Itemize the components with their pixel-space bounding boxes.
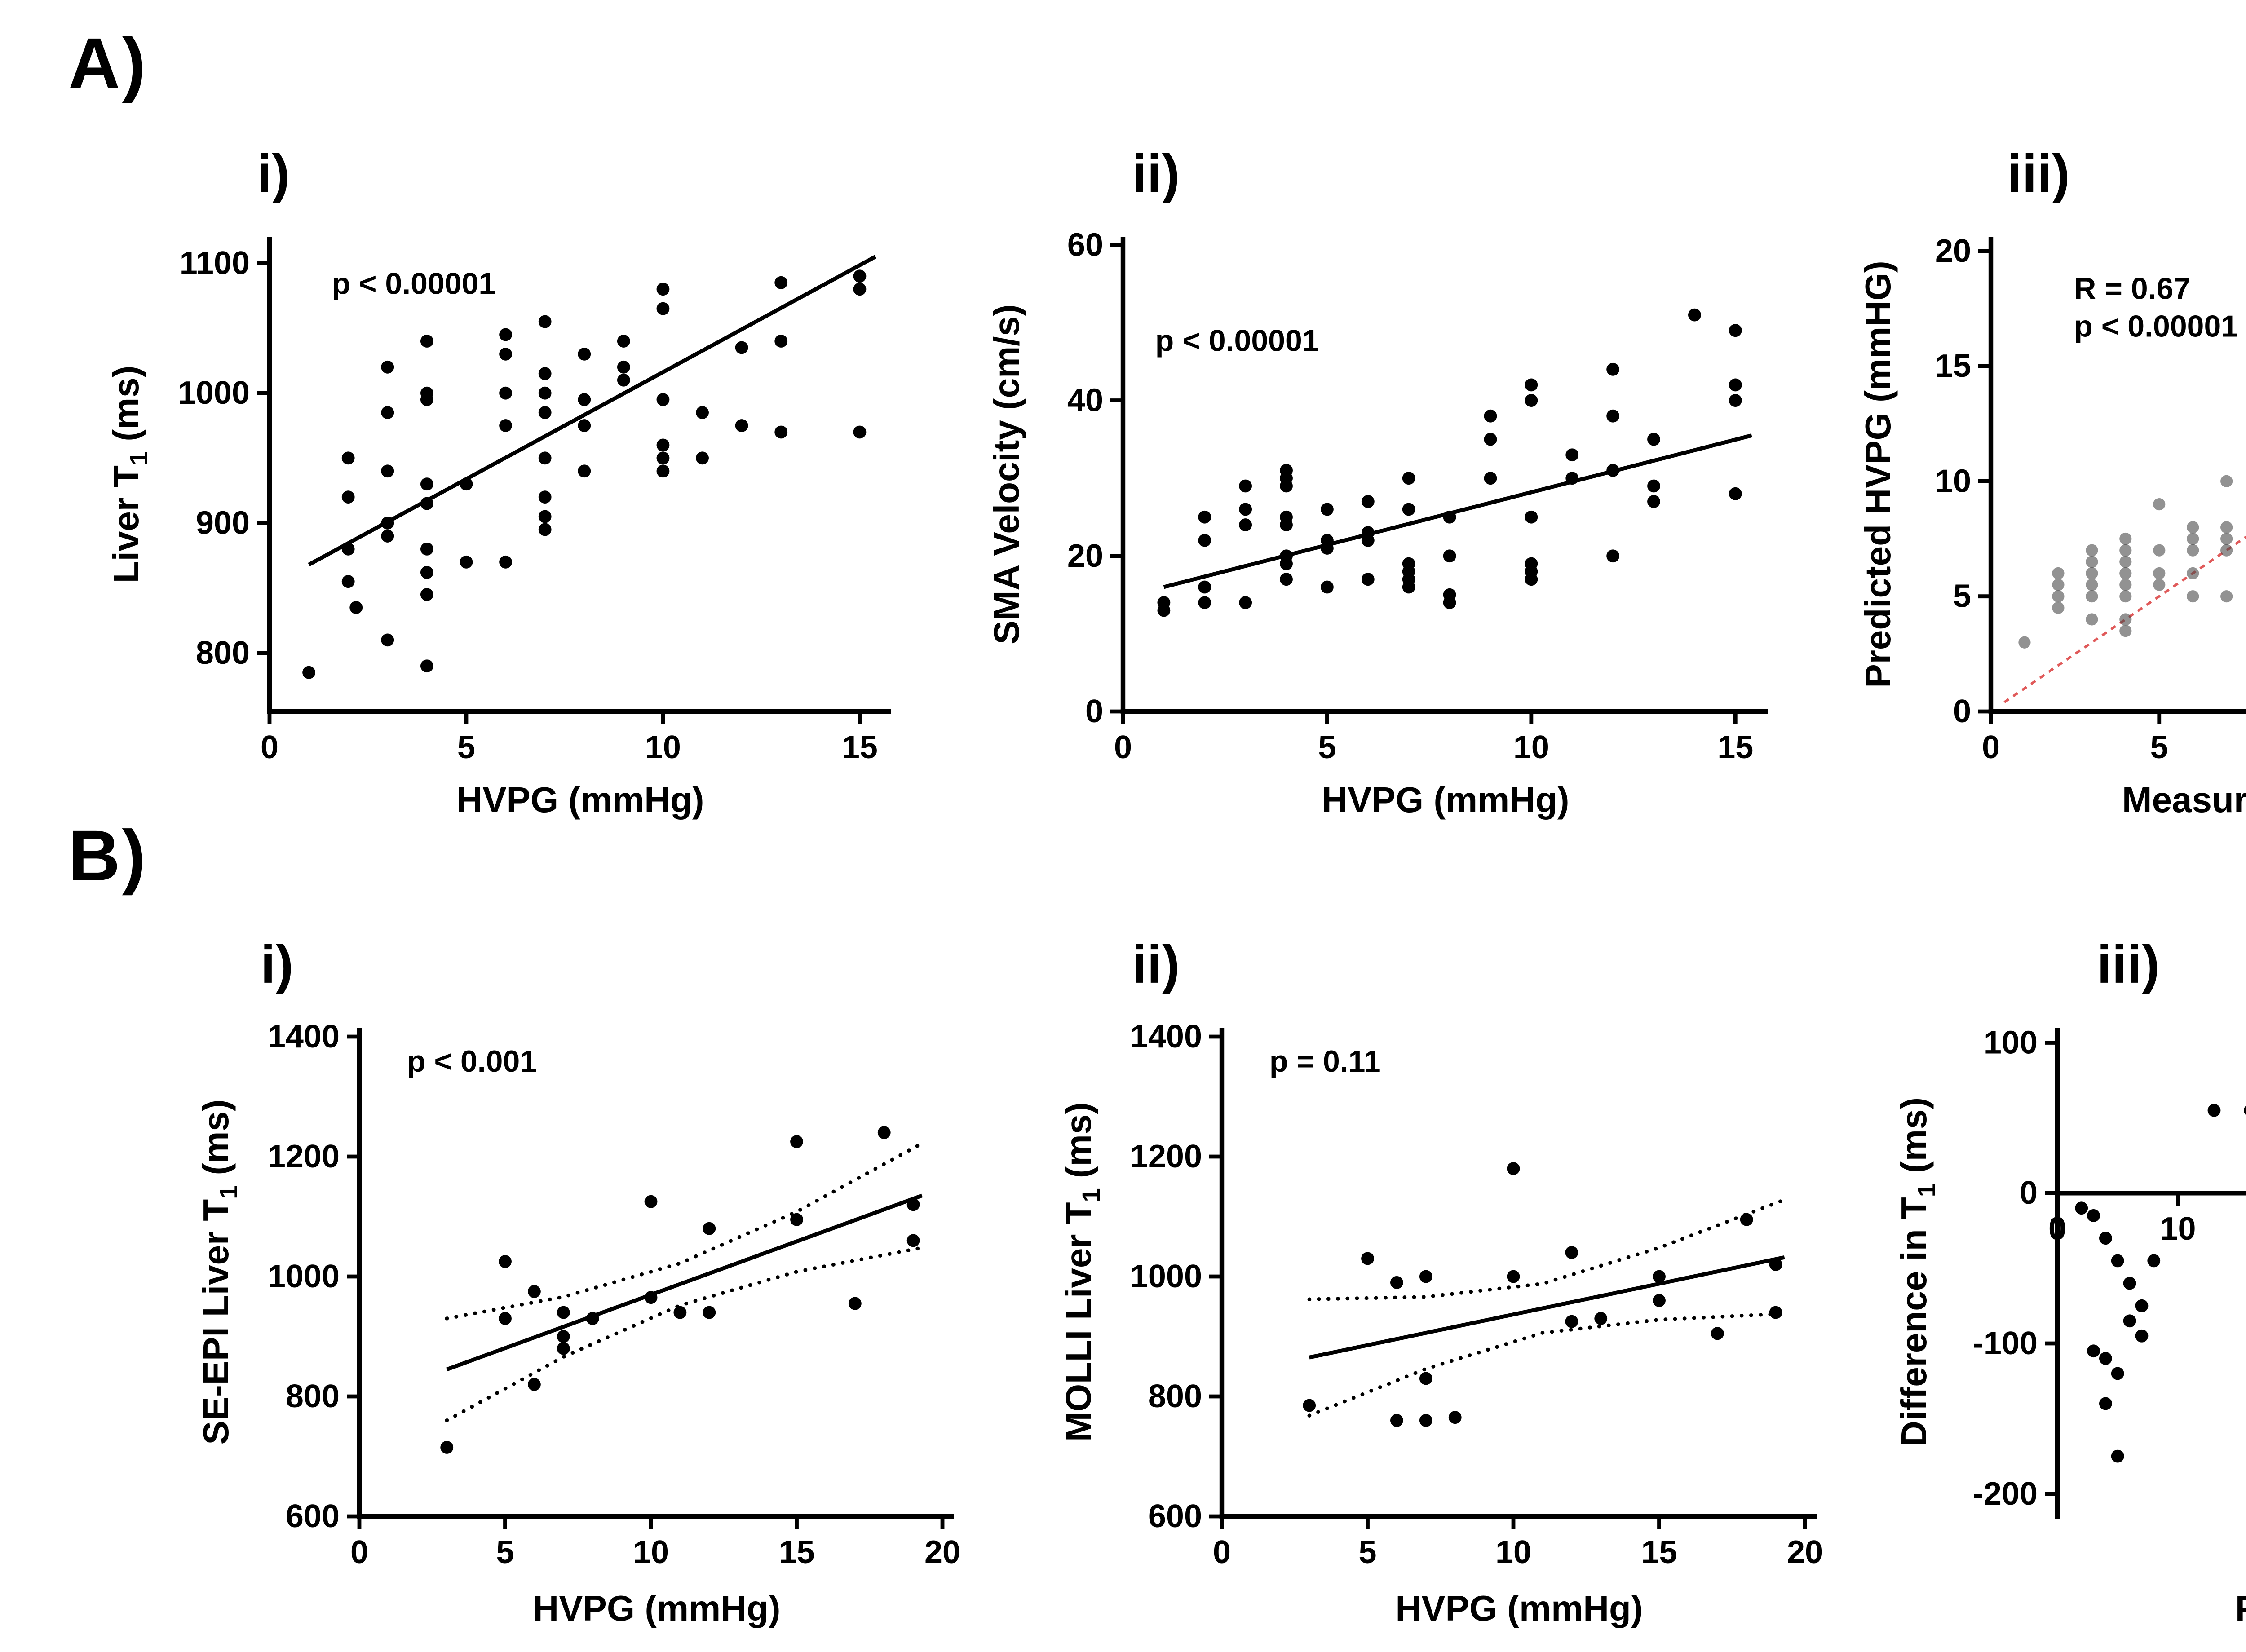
chart-svg-b-i: 0 5 10 15 20 600 800 1000 1200 1400 HVPG (mmHg) SE-… [196,1019,960,1628]
panel-a-ii-label: ii) [1132,146,1180,205]
svg-text:1000: 1000 [1130,1259,1202,1294]
chart-svg-b-iii: 01020304050-200-1000100Fat Fraction (%)D… [1894,1025,2246,1628]
svg-text:600: 600 [1148,1498,1202,1534]
svg-text:0: 0 [1085,693,1103,729]
svg-text:0: 0 [1213,1534,1231,1570]
panel-b-iii: iii) 01020304050-200-1000100Fat Fraction… [1887,931,2246,1635]
svg-text:0: 0 [350,1534,368,1570]
svg-text:15: 15 [778,1534,814,1570]
svg-text:800: 800 [286,1378,340,1414]
chart-svg-b-ii: 0 5 10 15 20 600 800 1000 1200 1400 HVPG (mmHg) MOL… [1058,1019,1823,1628]
svg-text:600: 600 [286,1498,340,1534]
svg-text:10: 10 [633,1534,669,1570]
svg-text:0: 0 [1982,729,2000,765]
svg-text:1100: 1100 [180,245,250,281]
svg-text:15: 15 [1717,729,1753,765]
svg-text:10: 10 [1935,463,1971,499]
svg-text:5: 5 [2150,729,2168,765]
chart-b-i: 0 5 10 15 20 600 800 1000 1200 1400 HVPG (mmHg) SE-… [189,1006,979,1635]
svg-text:1400: 1400 [268,1019,340,1055]
svg-text:Difference in T1 (ms): Difference in T1 (ms) [1894,1097,1941,1447]
svg-text:-100: -100 [1973,1325,2038,1361]
svg-text:HVPG (mmHg): HVPG (mmHg) [533,1588,780,1628]
svg-text:800: 800 [1148,1378,1202,1414]
svg-text:Measured HVPG (mmHG): Measured HVPG (mmHG) [2122,780,2246,820]
svg-text:5: 5 [1318,729,1336,765]
panel-a-i-label: i) [257,146,290,205]
svg-text:1200: 1200 [1130,1139,1202,1175]
panel-a-iii: iii) 0510152005101520Measured HVPG (mmHG… [1851,140,2246,826]
svg-text:60: 60 [1067,227,1103,263]
svg-text:5: 5 [1953,579,1971,614]
panel-b-ii: ii) 0 5 10 15 20 600 800 1000 1200 1400 HVPG (mmHg… [1051,931,1842,1635]
svg-text:1000: 1000 [178,375,250,411]
svg-text:HVPG (mmHg): HVPG (mmHg) [456,780,704,820]
svg-text:HVPG (mmHg): HVPG (mmHg) [1395,1588,1643,1628]
svg-text:0: 0 [2020,1175,2038,1211]
svg-text:900: 900 [196,505,250,541]
svg-text:20: 20 [1787,1534,1823,1570]
svg-text:0: 0 [2048,1211,2066,1247]
svg-text:10: 10 [2160,1211,2196,1247]
panel-b-ii-label: ii) [1132,936,1180,995]
section-label-a: A) [68,25,148,104]
svg-text:10: 10 [1513,729,1549,765]
svg-text:p < 0.00001: p < 0.00001 [2074,309,2238,343]
svg-text:20: 20 [924,1534,960,1570]
panel-b-iii-label: iii) [2097,936,2160,995]
panel-a-iii-label: iii) [2007,146,2070,205]
svg-text:p < 0.00001: p < 0.00001 [1155,323,1319,358]
svg-text:0: 0 [261,729,279,765]
panel-b-i: i) 0 5 10 15 20 600 800 1000 1200 1400 HVPG (mmHg)… [189,931,979,1635]
svg-text:p = 0.11: p = 0.11 [1269,1044,1381,1078]
svg-text:Fat Fraction (%): Fat Fraction (%) [2235,1588,2246,1628]
svg-text:p < 0.001: p < 0.001 [407,1044,537,1078]
svg-text:MOLLI Liver T1 (ms): MOLLI Liver T1 (ms) [1058,1102,1105,1442]
chart-a-i: 0 5 10 15 800 900 1000 1100 HVPG (mmHg) Liver T1 … [99,216,916,826]
svg-text:800: 800 [196,635,250,671]
svg-text:20: 20 [1935,233,1971,269]
svg-text:HVPG (mmHg): HVPG (mmHg) [1322,780,1569,820]
panel-a-ii: ii) 0 5 10 15 0 20 40 60 HVPG (mmHg) SMA Velocity… [979,140,1797,826]
svg-text:-200: -200 [1973,1476,2038,1512]
chart-b-ii: 0 5 10 15 20 600 800 1000 1200 1400 HVPG (mmHg) MOL… [1051,1006,1842,1635]
svg-text:100: 100 [1984,1025,2038,1060]
svg-text:SMA Velocity (cm/s): SMA Velocity (cm/s) [986,304,1026,644]
svg-text:1400: 1400 [1130,1019,1202,1055]
chart-a-ii: 0 5 10 15 0 20 40 60 HVPG (mmHg) SMA Velocity (cm… [979,216,1797,826]
svg-text:10: 10 [645,729,681,765]
svg-text:0: 0 [1953,693,1971,729]
svg-text:15: 15 [1935,348,1971,384]
chart-svg-a-iii: 0510152005101520Measured HVPG (mmHG)Pred… [1858,233,2246,820]
svg-text:20: 20 [1067,538,1103,574]
chart-a-iii: 0510152005101520Measured HVPG (mmHG)Pred… [1851,216,2246,826]
svg-text:0: 0 [1114,729,1132,765]
svg-text:40: 40 [1067,383,1103,419]
svg-text:Liver T1 (ms): Liver T1 (ms) [106,366,153,583]
svg-text:15: 15 [1641,1534,1677,1570]
svg-text:1000: 1000 [268,1259,340,1294]
panel-b-i-label: i) [261,936,294,995]
svg-text:Predicted HVPG (mmHG): Predicted HVPG (mmHG) [1858,261,1898,688]
svg-text:SE-EPI Liver T1 (ms): SE-EPI Liver T1 (ms) [196,1099,243,1444]
chart-b-iii: 01020304050-200-1000100Fat Fraction (%)D… [1887,1006,2246,1635]
svg-text:R = 0.67: R = 0.67 [2074,271,2190,305]
svg-text:1200: 1200 [268,1139,340,1175]
svg-text:10: 10 [1495,1534,1531,1570]
svg-text:p < 0.00001: p < 0.00001 [332,267,495,301]
svg-text:5: 5 [1358,1534,1376,1570]
panel-a-i: i) 0 5 10 15 800 900 1000 1100 HVPG (mmHg) Liver … [99,140,916,826]
svg-text:5: 5 [457,729,475,765]
svg-text:15: 15 [842,729,878,765]
chart-svg-a-ii: 0 5 10 15 0 20 40 60 HVPG (mmHg) SMA Velocity (cm… [986,227,1768,820]
chart-svg-a-i: 0 5 10 15 800 900 1000 1100 HVPG (mmHg) Liver T1 … [106,237,891,820]
section-label-b: B) [68,817,148,897]
svg-text:5: 5 [496,1534,514,1570]
